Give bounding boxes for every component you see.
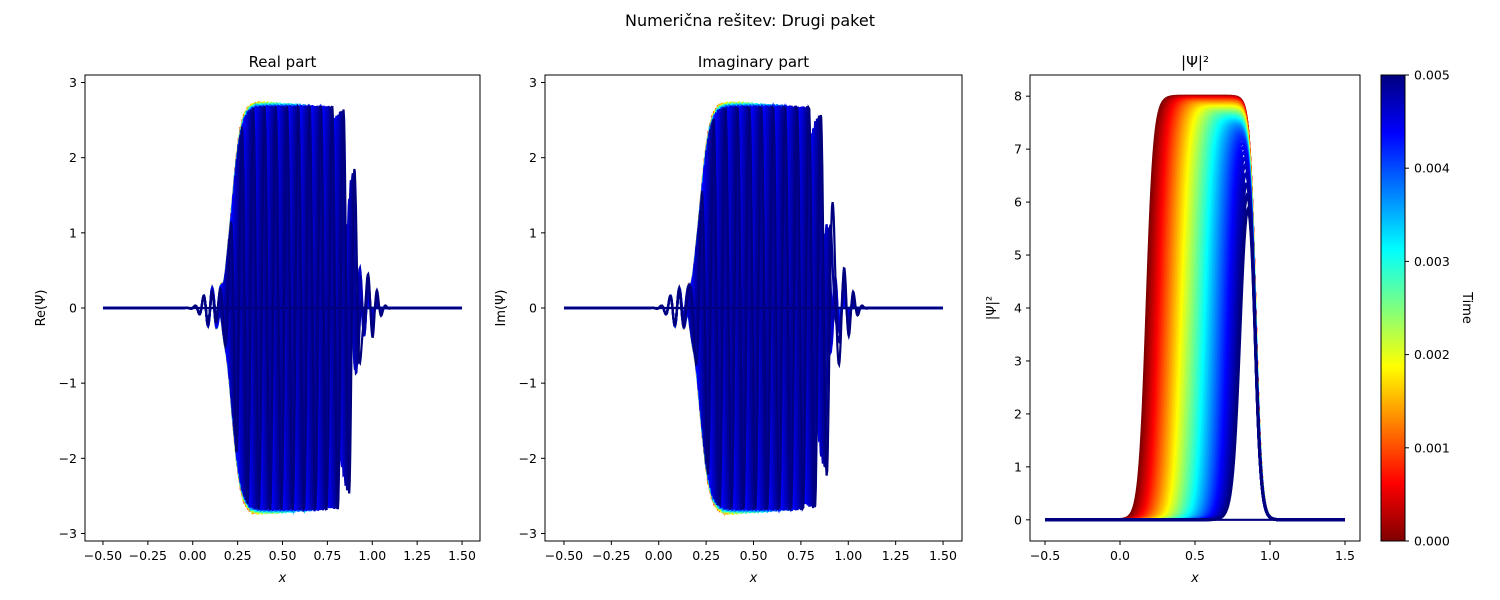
y-tick-label: −3	[519, 526, 537, 541]
x-tick-label: −0.25	[592, 548, 630, 563]
y-tick-label: −2	[519, 451, 537, 466]
colorbar-tick-label: 0.003	[1414, 254, 1450, 269]
axes-title: |Ψ|²	[1181, 53, 1209, 71]
y-tick-label: 2	[529, 150, 537, 165]
y-tick-label: 1	[1014, 459, 1022, 474]
x-tick-label: 0.5	[1185, 548, 1205, 563]
x-axis-label: x	[1190, 571, 1199, 586]
colorbar-gradient	[1380, 74, 1406, 542]
y-tick-label: 3	[69, 75, 77, 90]
x-tick-label: 0.75	[313, 548, 341, 563]
x-axis-label: x	[749, 571, 758, 586]
y-tick-label: 3	[529, 75, 537, 90]
figure-suptitle: Numerična rešitev: Drugi paket	[625, 11, 875, 30]
colorbar-tick-label: 0.000	[1414, 534, 1450, 549]
x-tick-label: 0.00	[645, 548, 673, 563]
y-tick-label: 3	[1014, 353, 1022, 368]
series-lines	[563, 101, 944, 517]
imaginary-part-panel: −0.50 −0.25 0.00 0.25 0.50 0.75 1.00 1.25 1.50 −3…	[494, 53, 963, 586]
y-tick-label: 0	[69, 301, 77, 316]
y-tick-label: 0	[529, 301, 537, 316]
x-tick-label: 1.00	[834, 548, 862, 563]
x-axis-label: x	[278, 571, 287, 586]
y-tick-label: −2	[59, 451, 77, 466]
y-tick-label: 2	[69, 150, 77, 165]
colorbar-tick-label: 0.001	[1414, 440, 1450, 455]
real-part-panel: −0.50 −0.25 0.00 0.25 0.50 0.75 1.00 1.25 1.50 −3…	[34, 53, 481, 586]
x-tick-label: −0.5	[1030, 548, 1060, 563]
y-tick-label: 5	[1014, 248, 1022, 263]
y-tick-label: 4	[1014, 301, 1022, 316]
x-tick-label: 0.00	[179, 548, 207, 563]
x-tick-label: −0.25	[129, 548, 167, 563]
colorbar-tick-label: 0.004	[1414, 161, 1450, 176]
y-tick-label: 1	[69, 225, 77, 240]
y-axis-label: Im(Ψ)	[494, 290, 509, 327]
colorbar-tick-label: 0.005	[1414, 68, 1450, 83]
y-axis-label: |Ψ|²	[985, 296, 1000, 320]
y-tick-label: −3	[59, 526, 77, 541]
x-tick-label: 0.50	[740, 548, 768, 563]
x-tick-label: 0.25	[224, 548, 252, 563]
probability-density-panel: −0.5 0.0 0.5 1.0 1.5 0 1 2 3 4 5 6 7 8 |Ψ|² x |Ψ|²	[985, 53, 1361, 586]
y-tick-label: 0	[1014, 512, 1022, 527]
x-tick-label: 1.25	[403, 548, 431, 563]
x-tick-label: 1.50	[448, 548, 476, 563]
x-tick-label: 1.00	[358, 548, 386, 563]
x-tick-label: 1.5	[1335, 548, 1355, 563]
time-colorbar: 0.000 0.001 0.002 0.003 0.004 0.005 Time	[1380, 68, 1474, 549]
x-tick-label: 0.25	[692, 548, 720, 563]
y-axis-label: Re(Ψ)	[34, 290, 49, 327]
x-tick-label: 0.0	[1110, 548, 1130, 563]
x-tick-label: 1.50	[929, 548, 957, 563]
y-tick-label: 7	[1014, 142, 1022, 157]
y-tick-label: 6	[1014, 195, 1022, 210]
x-tick-label: −0.50	[545, 548, 583, 563]
y-tick-label: 1	[529, 225, 537, 240]
x-tick-label: 0.50	[269, 548, 297, 563]
series-lines	[102, 101, 463, 516]
y-tick-label: −1	[59, 376, 77, 391]
y-tick-label: −1	[519, 376, 537, 391]
x-tick-label: 1.25	[882, 548, 910, 563]
axes-title: Real part	[249, 53, 317, 71]
y-tick-label: 2	[1014, 406, 1022, 421]
colorbar-label: Time	[1459, 291, 1474, 324]
axes-title: Imaginary part	[698, 53, 809, 71]
x-tick-label: 0.75	[787, 548, 815, 563]
colorbar-tick-label: 0.002	[1414, 347, 1450, 362]
y-tick-label: 8	[1014, 89, 1022, 104]
density-curves	[1045, 94, 1345, 522]
x-tick-label: 1.0	[1260, 548, 1280, 563]
x-tick-label: −0.50	[84, 548, 122, 563]
